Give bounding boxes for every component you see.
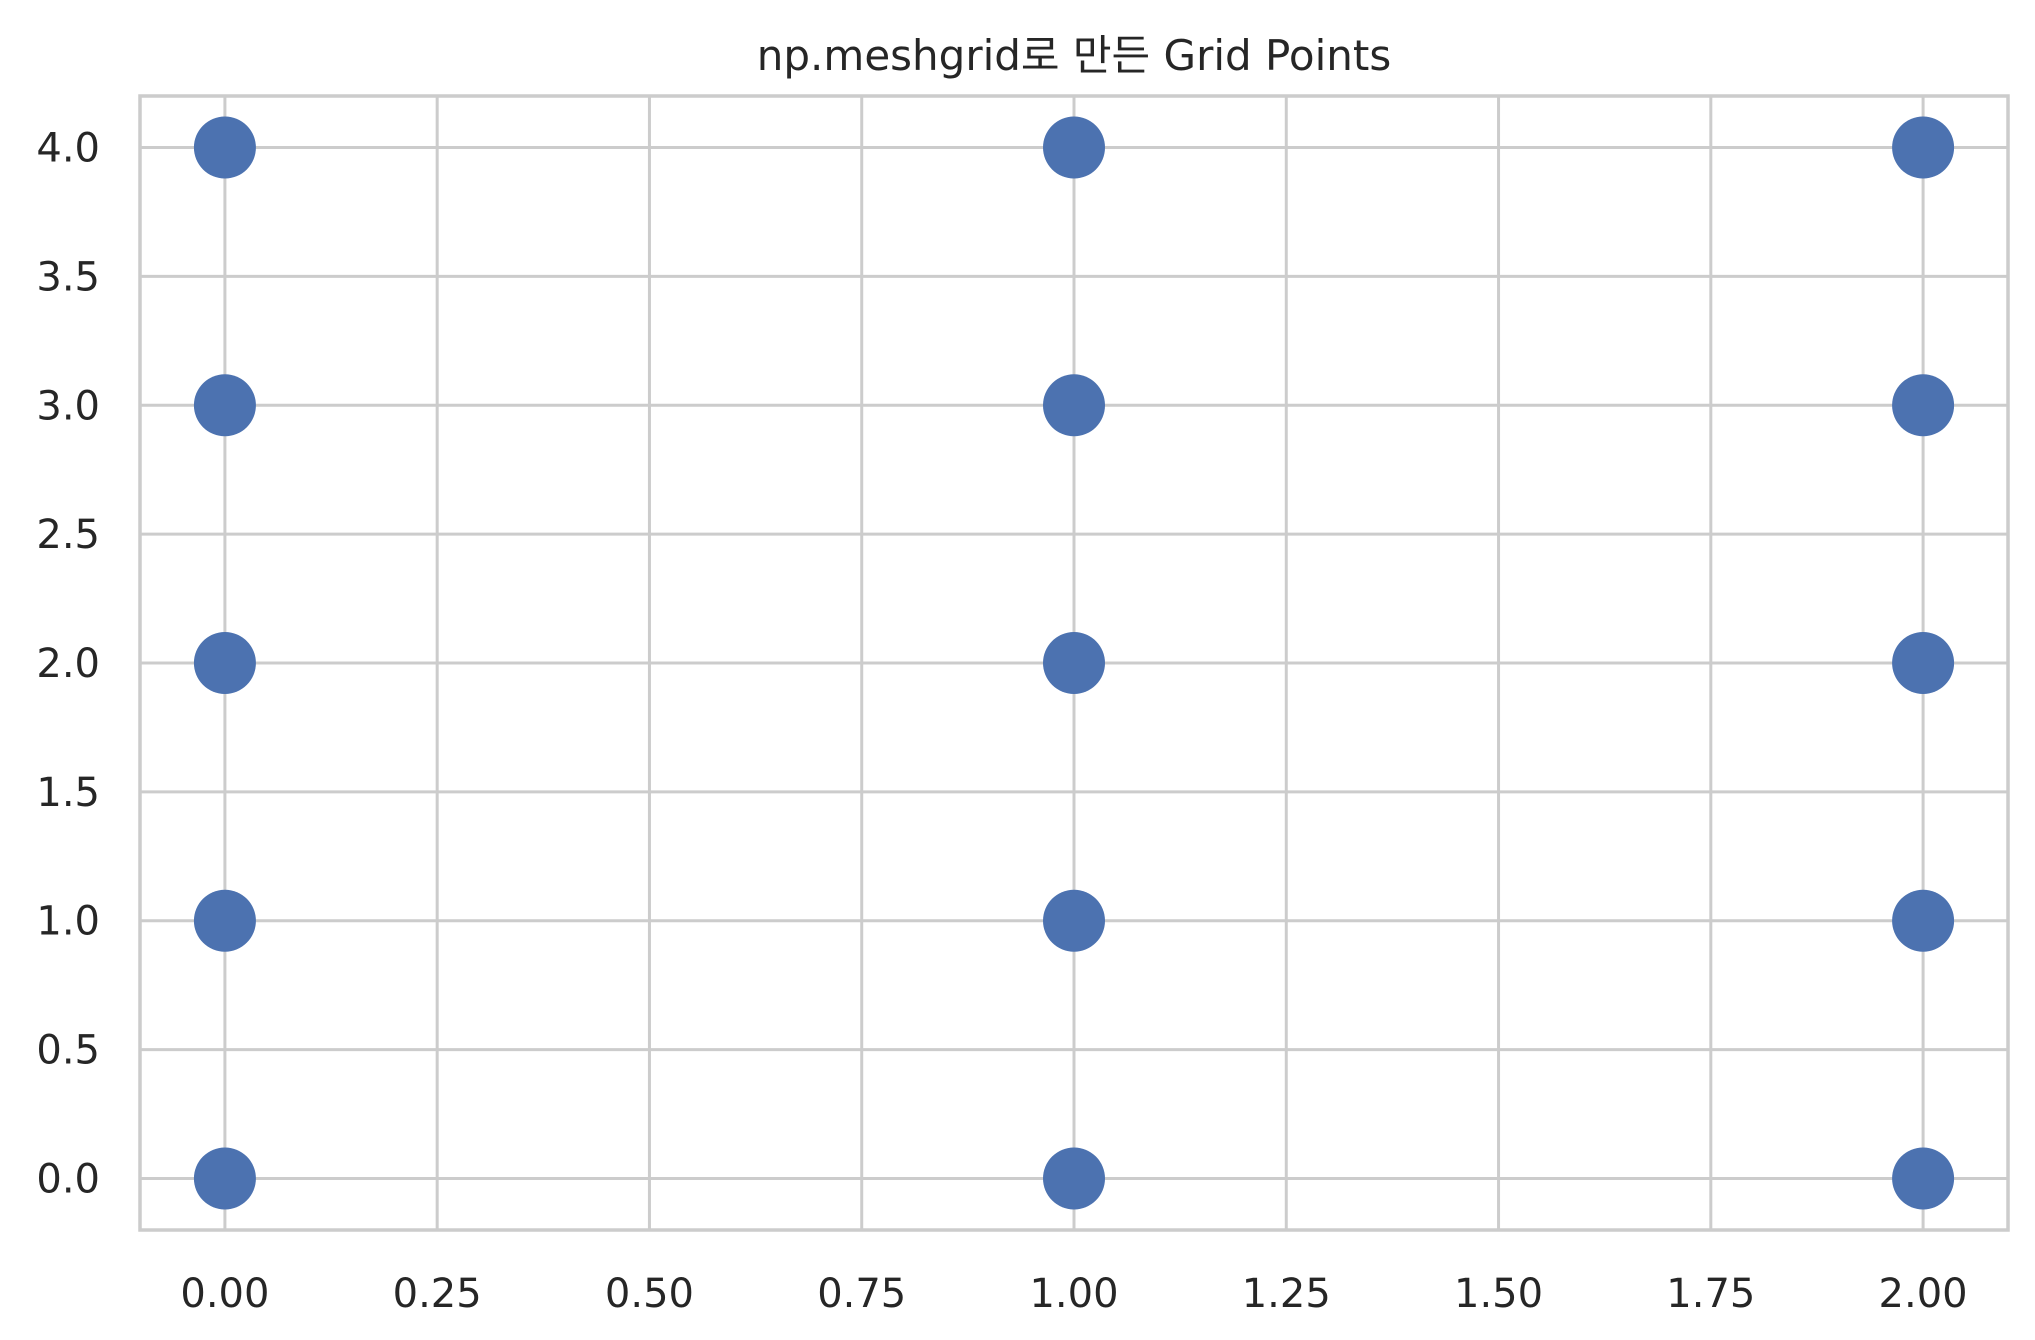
x-tick-label-2: 0.50: [605, 1271, 694, 1317]
data-point-13: [1043, 116, 1105, 179]
data-point-4: [1043, 889, 1105, 952]
data-point-0: [193, 1147, 256, 1210]
y-tick-label-7: 3.5: [36, 254, 100, 300]
chart-title: np.meshgrid로 만든 Grid Points: [757, 31, 1391, 80]
data-point-5: [1892, 889, 1955, 952]
y-tick-labels: 0.0 0.5 1.0 1.5 2.0 2.5 3.0 3.5 4.0: [36, 126, 100, 1203]
x-tick-label-6: 1.50: [1454, 1271, 1543, 1317]
data-point-10: [1043, 374, 1105, 437]
data-point-3: [193, 889, 256, 952]
y-tick-label-8: 4.0: [36, 126, 100, 172]
y-tick-label-1: 0.5: [36, 1028, 100, 1074]
x-tick-label-1: 0.25: [393, 1271, 482, 1317]
x-tick-labels: 0.00 0.25 0.50 0.75 1.00 1.25 1.50 1.75 2.00: [180, 1271, 1967, 1317]
data-point-6: [193, 632, 256, 694]
x-tick-label-7: 1.75: [1666, 1271, 1755, 1317]
axes-frame: [138, 94, 2010, 1232]
data-point-11: [1892, 374, 1955, 437]
x-tick-label-8: 2.00: [1879, 1271, 1968, 1317]
x-tick-label-0: 0.00: [180, 1271, 269, 1317]
x-tick-label-3: 0.75: [817, 1271, 906, 1317]
data-point-1: [1043, 1147, 1105, 1210]
x-tick-label-5: 1.25: [1242, 1271, 1331, 1317]
x-tick-label-4: 1.00: [1029, 1271, 1118, 1317]
data-point-12: [193, 116, 256, 179]
y-tick-label-3: 1.5: [36, 770, 100, 816]
data-point-7: [1043, 632, 1105, 694]
y-tick-label-4: 2.0: [36, 641, 100, 687]
y-tick-label-5: 2.5: [36, 512, 100, 558]
y-tick-label-2: 1.0: [36, 899, 100, 945]
y-tick-label-6: 3.0: [36, 383, 100, 429]
data-point-8: [1892, 632, 1955, 694]
y-tick-label-0: 0.0: [36, 1156, 100, 1202]
data-point-9: [193, 374, 256, 437]
data-points: [193, 116, 1955, 1210]
data-point-2: [1892, 1147, 1955, 1210]
data-point-14: [1892, 116, 1955, 179]
